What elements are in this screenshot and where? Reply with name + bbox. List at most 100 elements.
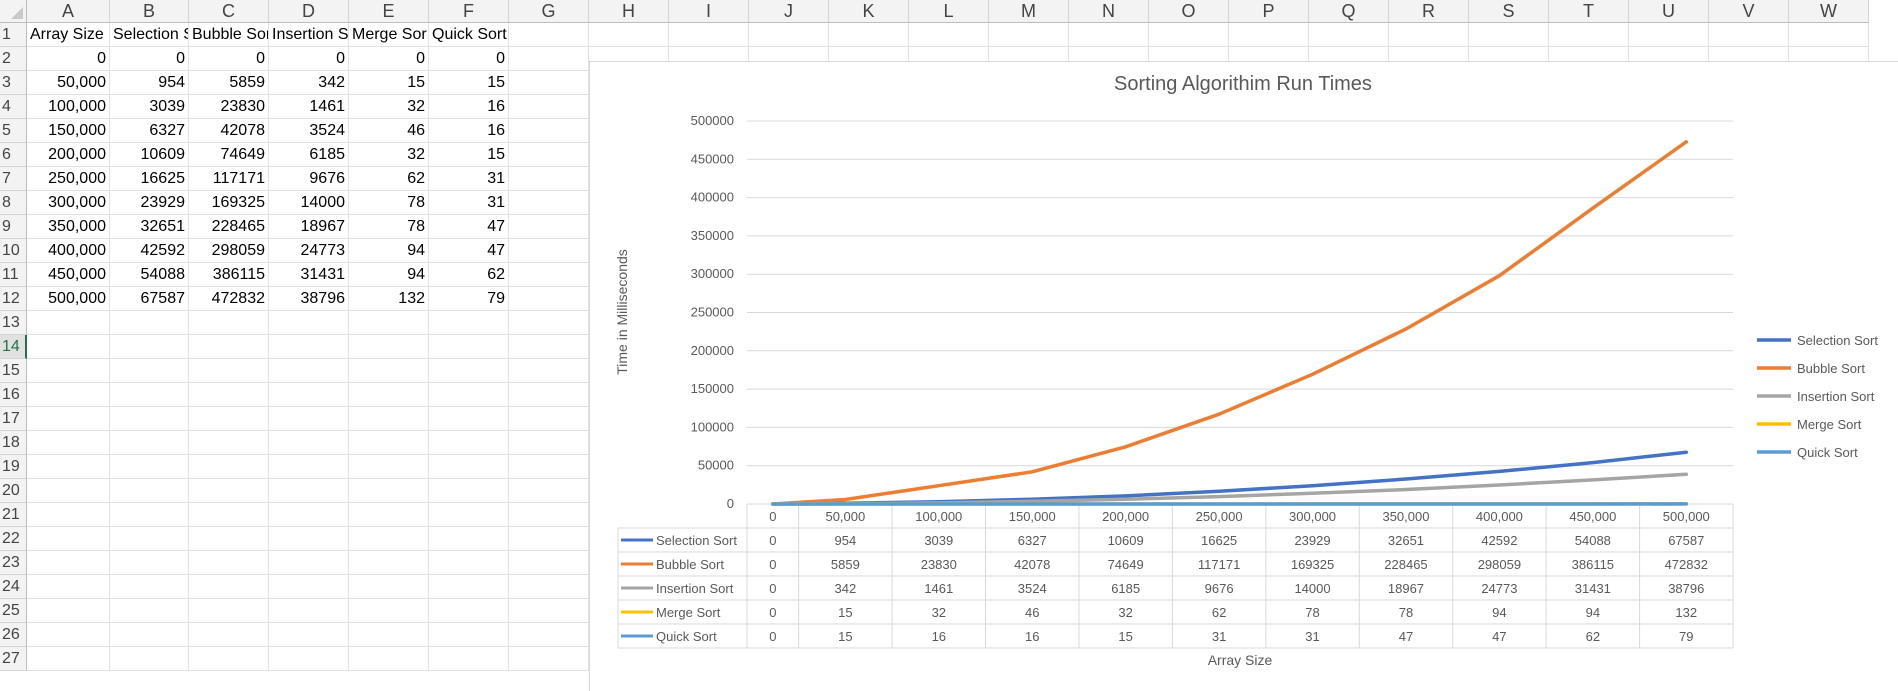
cell[interactable] <box>989 23 1069 47</box>
cell[interactable] <box>1389 23 1469 47</box>
cell[interactable] <box>27 479 110 503</box>
value-cell[interactable]: 500,000 <box>27 287 110 311</box>
value-cell[interactable]: 169325 <box>189 191 269 215</box>
cell[interactable] <box>110 383 189 407</box>
cell[interactable] <box>269 335 349 359</box>
cell[interactable] <box>509 215 589 239</box>
column-header-v[interactable]: V <box>1709 0 1789 23</box>
cell[interactable] <box>509 575 589 599</box>
row-header-2[interactable]: 2 <box>0 47 27 71</box>
cell[interactable] <box>509 119 589 143</box>
value-cell[interactable]: 67587 <box>110 287 189 311</box>
cell[interactable] <box>509 167 589 191</box>
cell[interactable] <box>509 623 589 647</box>
cell[interactable] <box>509 47 589 71</box>
cell[interactable] <box>27 431 110 455</box>
cell[interactable] <box>509 647 589 671</box>
row-header-5[interactable]: 5 <box>0 119 27 143</box>
cell[interactable] <box>189 359 269 383</box>
value-cell[interactable]: 50,000 <box>27 71 110 95</box>
value-cell[interactable]: 342 <box>269 71 349 95</box>
cell[interactable] <box>349 455 429 479</box>
value-cell[interactable]: 400,000 <box>27 239 110 263</box>
value-cell[interactable]: 9676 <box>269 167 349 191</box>
cell[interactable] <box>189 623 269 647</box>
row-header-25[interactable]: 25 <box>0 599 27 623</box>
header-cell[interactable]: Selection S <box>110 23 189 47</box>
cell[interactable] <box>189 431 269 455</box>
cell[interactable] <box>349 551 429 575</box>
cell[interactable] <box>27 455 110 479</box>
cell[interactable] <box>110 623 189 647</box>
cell[interactable] <box>429 623 509 647</box>
cell[interactable] <box>27 335 110 359</box>
value-cell[interactable]: 1461 <box>269 95 349 119</box>
value-cell[interactable]: 94 <box>349 239 429 263</box>
cell[interactable] <box>269 407 349 431</box>
cell[interactable] <box>27 503 110 527</box>
cell[interactable] <box>349 503 429 527</box>
cell[interactable] <box>110 599 189 623</box>
cell[interactable] <box>269 503 349 527</box>
value-cell[interactable]: 16625 <box>110 167 189 191</box>
value-cell[interactable]: 954 <box>110 71 189 95</box>
column-header-r[interactable]: R <box>1389 0 1469 23</box>
cell[interactable] <box>269 551 349 575</box>
cell[interactable] <box>110 527 189 551</box>
cell[interactable] <box>27 623 110 647</box>
cell[interactable] <box>189 599 269 623</box>
value-cell[interactable]: 3524 <box>269 119 349 143</box>
column-header-h[interactable]: H <box>589 0 669 23</box>
cell[interactable] <box>429 479 509 503</box>
cell[interactable] <box>509 359 589 383</box>
cell[interactable] <box>110 359 189 383</box>
cell[interactable] <box>27 383 110 407</box>
cell[interactable] <box>27 359 110 383</box>
column-header-u[interactable]: U <box>1629 0 1709 23</box>
value-cell[interactable]: 117171 <box>189 167 269 191</box>
row-header-12[interactable]: 12 <box>0 287 27 311</box>
value-cell[interactable]: 10609 <box>110 143 189 167</box>
cell[interactable] <box>509 335 589 359</box>
cell[interactable] <box>509 551 589 575</box>
cell[interactable] <box>269 431 349 455</box>
value-cell[interactable]: 0 <box>269 47 349 71</box>
value-cell[interactable]: 62 <box>429 263 509 287</box>
cell[interactable] <box>1149 23 1229 47</box>
cell[interactable] <box>349 647 429 671</box>
cell[interactable] <box>27 575 110 599</box>
header-cell[interactable]: Array Size <box>27 23 110 47</box>
cell[interactable] <box>349 623 429 647</box>
column-header-q[interactable]: Q <box>1309 0 1389 23</box>
cell[interactable] <box>269 647 349 671</box>
cell[interactable] <box>110 479 189 503</box>
value-cell[interactable]: 23929 <box>110 191 189 215</box>
cell[interactable] <box>349 335 429 359</box>
cell[interactable] <box>1629 23 1709 47</box>
row-header-10[interactable]: 10 <box>0 239 27 263</box>
cell[interactable] <box>589 23 669 47</box>
cell[interactable] <box>829 23 909 47</box>
cell[interactable] <box>189 647 269 671</box>
cell[interactable] <box>429 311 509 335</box>
cell[interactable] <box>269 623 349 647</box>
row-header-16[interactable]: 16 <box>0 383 27 407</box>
cell[interactable] <box>189 383 269 407</box>
row-header-21[interactable]: 21 <box>0 503 27 527</box>
cell[interactable] <box>349 383 429 407</box>
cell[interactable] <box>269 455 349 479</box>
cell[interactable] <box>110 503 189 527</box>
value-cell[interactable]: 42078 <box>189 119 269 143</box>
column-header-n[interactable]: N <box>1069 0 1149 23</box>
cell[interactable] <box>189 551 269 575</box>
value-cell[interactable]: 250,000 <box>27 167 110 191</box>
column-header-j[interactable]: J <box>749 0 829 23</box>
cell[interactable] <box>189 455 269 479</box>
cell[interactable] <box>269 575 349 599</box>
cell[interactable] <box>669 23 749 47</box>
column-header-k[interactable]: K <box>829 0 909 23</box>
header-cell[interactable]: Insertion S <box>269 23 349 47</box>
cell[interactable] <box>27 551 110 575</box>
column-header-p[interactable]: P <box>1229 0 1309 23</box>
row-header-6[interactable]: 6 <box>0 143 27 167</box>
